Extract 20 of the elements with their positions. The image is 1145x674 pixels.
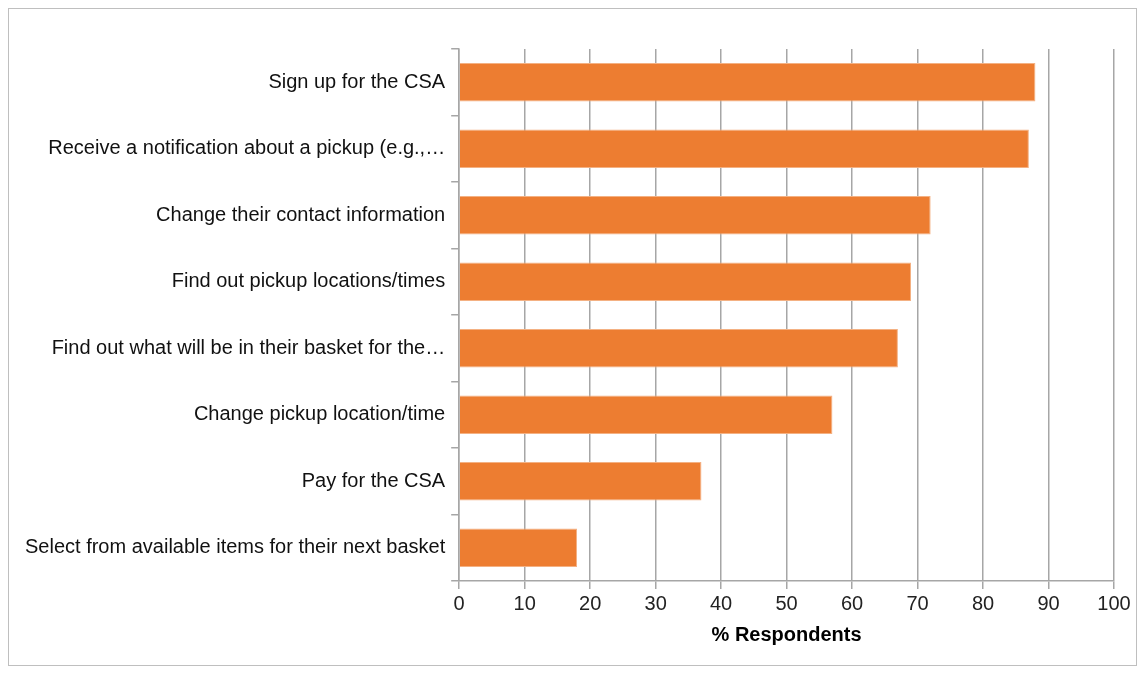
x-tick-label: 100: [1097, 591, 1131, 614]
x-tick-label: 20: [579, 591, 602, 614]
x-tick-label: 60: [840, 591, 864, 614]
x-tick-label: 90: [1037, 591, 1060, 614]
y-tick-label: Change pickup location/time: [193, 402, 446, 425]
y-tick-label: Pay for the CSA: [301, 468, 446, 491]
y-tick-label: Find out what will be in their basket for the…: [51, 335, 446, 358]
y-tick-label: Receive a notification about a pickup (e.g.,…: [48, 136, 446, 159]
x-tick-label: 10: [513, 591, 536, 614]
x-tick-label: 70: [906, 591, 929, 614]
x-tick-label: 80: [971, 591, 995, 614]
y-tick-label: Select from available items for their next basket: [25, 535, 446, 558]
x-tick-label: 30: [644, 591, 667, 614]
x-tick-label: 40: [709, 591, 733, 614]
x-tick-label: 50: [775, 591, 798, 614]
x-tick-label: 0: [453, 591, 465, 614]
y-tick-label: Change their contact information: [156, 202, 446, 225]
x-axis-title: % Respondents: [711, 622, 862, 645]
y-tick-label: Find out pickup locations/times: [171, 269, 446, 292]
y-tick-label: Sign up for the CSA: [268, 69, 446, 92]
